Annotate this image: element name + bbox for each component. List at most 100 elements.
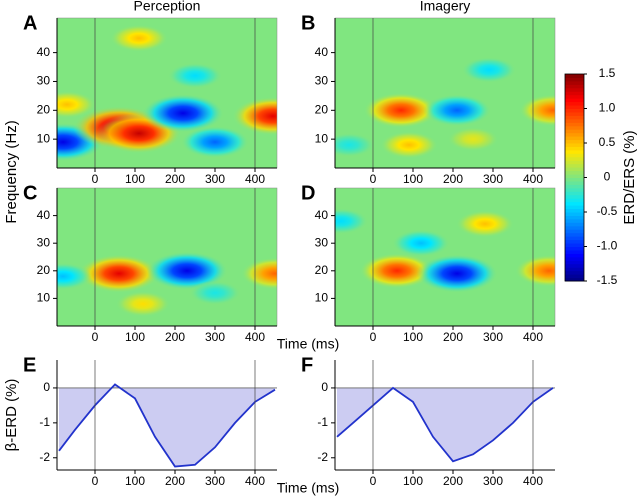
- y-tick-label: -1: [39, 415, 50, 429]
- panel-title: Imagery: [420, 0, 471, 14]
- x-tick-label: 400: [245, 474, 265, 488]
- colorbar-strip: [565, 125, 584, 130]
- x-tick-label: 300: [483, 474, 503, 488]
- colorbar-strip: [565, 132, 584, 137]
- x-tick-label: 400: [523, 172, 543, 186]
- y-tick-label: -2: [317, 450, 328, 464]
- y-tick-label: 30: [315, 235, 329, 249]
- colorbar-strip: [565, 77, 584, 82]
- colorbar-strip: [565, 229, 584, 234]
- colorbar-strip: [565, 160, 584, 165]
- colorbar-strip: [565, 232, 584, 237]
- x-tick-label: 100: [403, 330, 423, 344]
- colorbar-strip: [565, 118, 584, 123]
- colorbar-strip: [565, 153, 584, 158]
- heatmap-blob: [57, 90, 96, 119]
- colorbar-tick-label: -0.5: [597, 204, 618, 218]
- colorbar-strip: [565, 184, 584, 189]
- heatmap-blob: [461, 57, 517, 83]
- colorbar-strip: [565, 91, 584, 96]
- colorbar-strip: [565, 194, 584, 199]
- panel-letter: B: [301, 12, 315, 34]
- panel-letter: A: [23, 12, 37, 34]
- x-tick-label: 300: [205, 474, 225, 488]
- colorbar-strip: [565, 198, 584, 203]
- heatmap-blob: [57, 262, 92, 290]
- panel-title: Perception: [134, 0, 201, 14]
- colorbar-strip: [565, 260, 584, 265]
- colorbar-strip: [565, 111, 584, 116]
- line: [58, 383, 276, 468]
- x-tick-label: 100: [125, 172, 145, 186]
- x-tick-label: 400: [523, 474, 543, 488]
- heatmap-blob: [359, 253, 435, 289]
- y-tick-label: 30: [37, 74, 51, 88]
- colorbar-strip: [565, 139, 584, 144]
- heatmap-blob: [416, 254, 498, 293]
- colorbar-strip: [565, 208, 584, 213]
- colorbar-strip: [565, 263, 584, 268]
- x-tick-label: 300: [483, 172, 503, 186]
- colorbar-strip: [565, 267, 584, 272]
- colorbar-strip: [565, 191, 584, 196]
- heatmap-blob: [167, 62, 223, 89]
- y-tick-label: 30: [315, 74, 329, 88]
- x-tick-label: 0: [92, 330, 99, 344]
- colorbar-strip: [565, 174, 584, 178]
- colorbar-strip: [565, 236, 584, 241]
- heatmap: [335, 57, 555, 159]
- colorbar-tick-label: 1.5: [599, 66, 616, 80]
- colorbar-strip: [565, 170, 584, 175]
- y-tick-label: 10: [315, 291, 329, 305]
- x-tick-label: 100: [403, 474, 423, 488]
- y-tick-label: 40: [315, 45, 329, 59]
- heatmap: [57, 24, 277, 162]
- colorbar-strip: [565, 94, 584, 99]
- colorbar-strip: [565, 225, 584, 230]
- y-tick-label: 40: [37, 45, 51, 59]
- y-tick-label: 40: [37, 208, 51, 222]
- heatmap-blob: [519, 94, 555, 127]
- colorbar-strip: [565, 143, 584, 147]
- colorbar-strip: [565, 80, 584, 85]
- colorbar-strip: [565, 167, 584, 172]
- heatmap-blob: [78, 254, 160, 293]
- colorbar-strip: [565, 212, 584, 216]
- colorbar-strip: [565, 105, 584, 109]
- x-tick-label: 200: [165, 172, 185, 186]
- y-tick-label: -1: [317, 415, 328, 429]
- x-tick-label: 200: [165, 330, 185, 344]
- colorbar-strip: [565, 101, 584, 106]
- heatmap-blob: [115, 291, 171, 317]
- heatmap-blob: [146, 251, 228, 290]
- colorbar-strip: [565, 149, 584, 154]
- y-tick-label: 0: [321, 380, 328, 394]
- colorbar-strip: [565, 146, 584, 151]
- panel-letter: C: [23, 182, 37, 204]
- x-tick-label: 0: [370, 474, 377, 488]
- heatmap-blob: [447, 127, 499, 152]
- colorbar-tick-label: 0: [604, 170, 611, 184]
- colorbar-strip: [565, 270, 584, 275]
- colorbar-strip: [565, 122, 584, 127]
- line: [336, 386, 554, 463]
- colorbar-tick-label: 1.0: [599, 101, 616, 115]
- colorbar-strip: [565, 87, 584, 92]
- heatmap-blob: [110, 24, 168, 52]
- heatmap-blob: [380, 131, 438, 159]
- colorbar-label: ERD/ERS (%): [621, 130, 638, 224]
- colorbar-strip: [565, 239, 584, 244]
- colorbar-strip: [565, 136, 584, 141]
- heatmap: [335, 208, 555, 293]
- x-tick-label: 400: [245, 330, 265, 344]
- y-axis-label: Frequency (Hz): [3, 120, 20, 223]
- y-tick-label: 10: [37, 291, 51, 305]
- colorbar-strip: [565, 84, 584, 89]
- y-tick-label: 20: [37, 263, 51, 277]
- panel-letter: D: [301, 182, 315, 204]
- x-tick-label: 300: [483, 330, 503, 344]
- x-tick-label: 200: [443, 474, 463, 488]
- x-axis-label: Time (ms): [277, 480, 339, 496]
- colorbar-strip: [565, 163, 584, 168]
- x-tick-label: 300: [205, 330, 225, 344]
